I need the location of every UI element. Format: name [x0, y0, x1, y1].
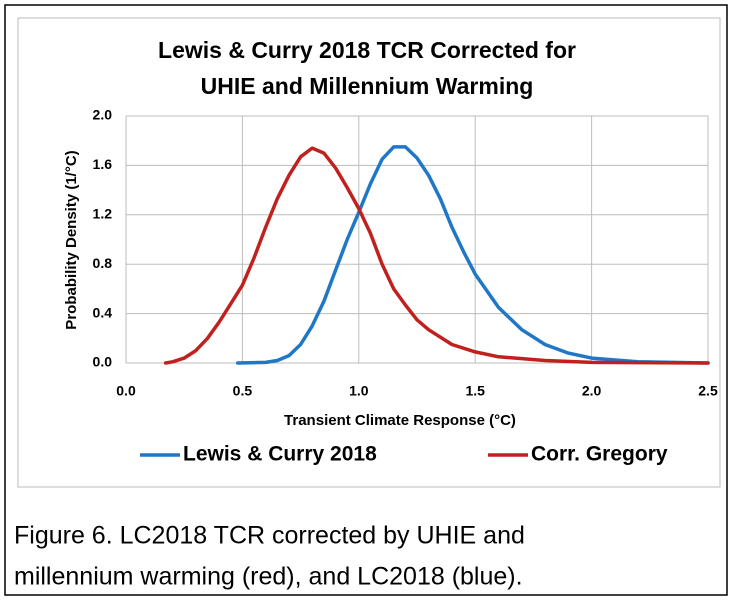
- y-tick-label: 0.4: [93, 304, 113, 320]
- x-tick-label: 0.0: [116, 383, 136, 399]
- series-line: [163, 146, 710, 365]
- x-tick-label: 1.0: [349, 383, 369, 399]
- legend-label: Lewis & Curry 2018: [183, 443, 377, 466]
- chart-title: Lewis & Curry 2018 TCR Corrected for: [158, 37, 576, 63]
- y-tick-label: 0.0: [93, 354, 113, 370]
- y-tick-label: 0.8: [93, 255, 113, 271]
- x-tick-label: 1.5: [465, 383, 485, 399]
- y-tick-label: 2.0: [93, 107, 113, 123]
- x-tick-label: 0.5: [233, 383, 253, 399]
- x-axis-label: Transient Climate Response (°C): [284, 412, 516, 429]
- x-tick-label: 2.0: [582, 383, 602, 399]
- x-tick-label: 2.5: [698, 383, 718, 399]
- y-axis-label: Probability Density (1/°C): [63, 150, 80, 329]
- y-tick-label: 1.6: [93, 156, 113, 172]
- caption: millennium warming (red), and LC2018 (bl…: [14, 563, 523, 591]
- legend-label: Corr. Gregory: [531, 443, 668, 466]
- y-tick-label: 1.2: [93, 206, 113, 222]
- chart-frame: [17, 17, 721, 488]
- series-line: [235, 145, 710, 365]
- chart-title: UHIE and Millennium Warming: [201, 73, 534, 99]
- caption: Figure 6. LC2018 TCR corrected by UHIE a…: [14, 522, 525, 550]
